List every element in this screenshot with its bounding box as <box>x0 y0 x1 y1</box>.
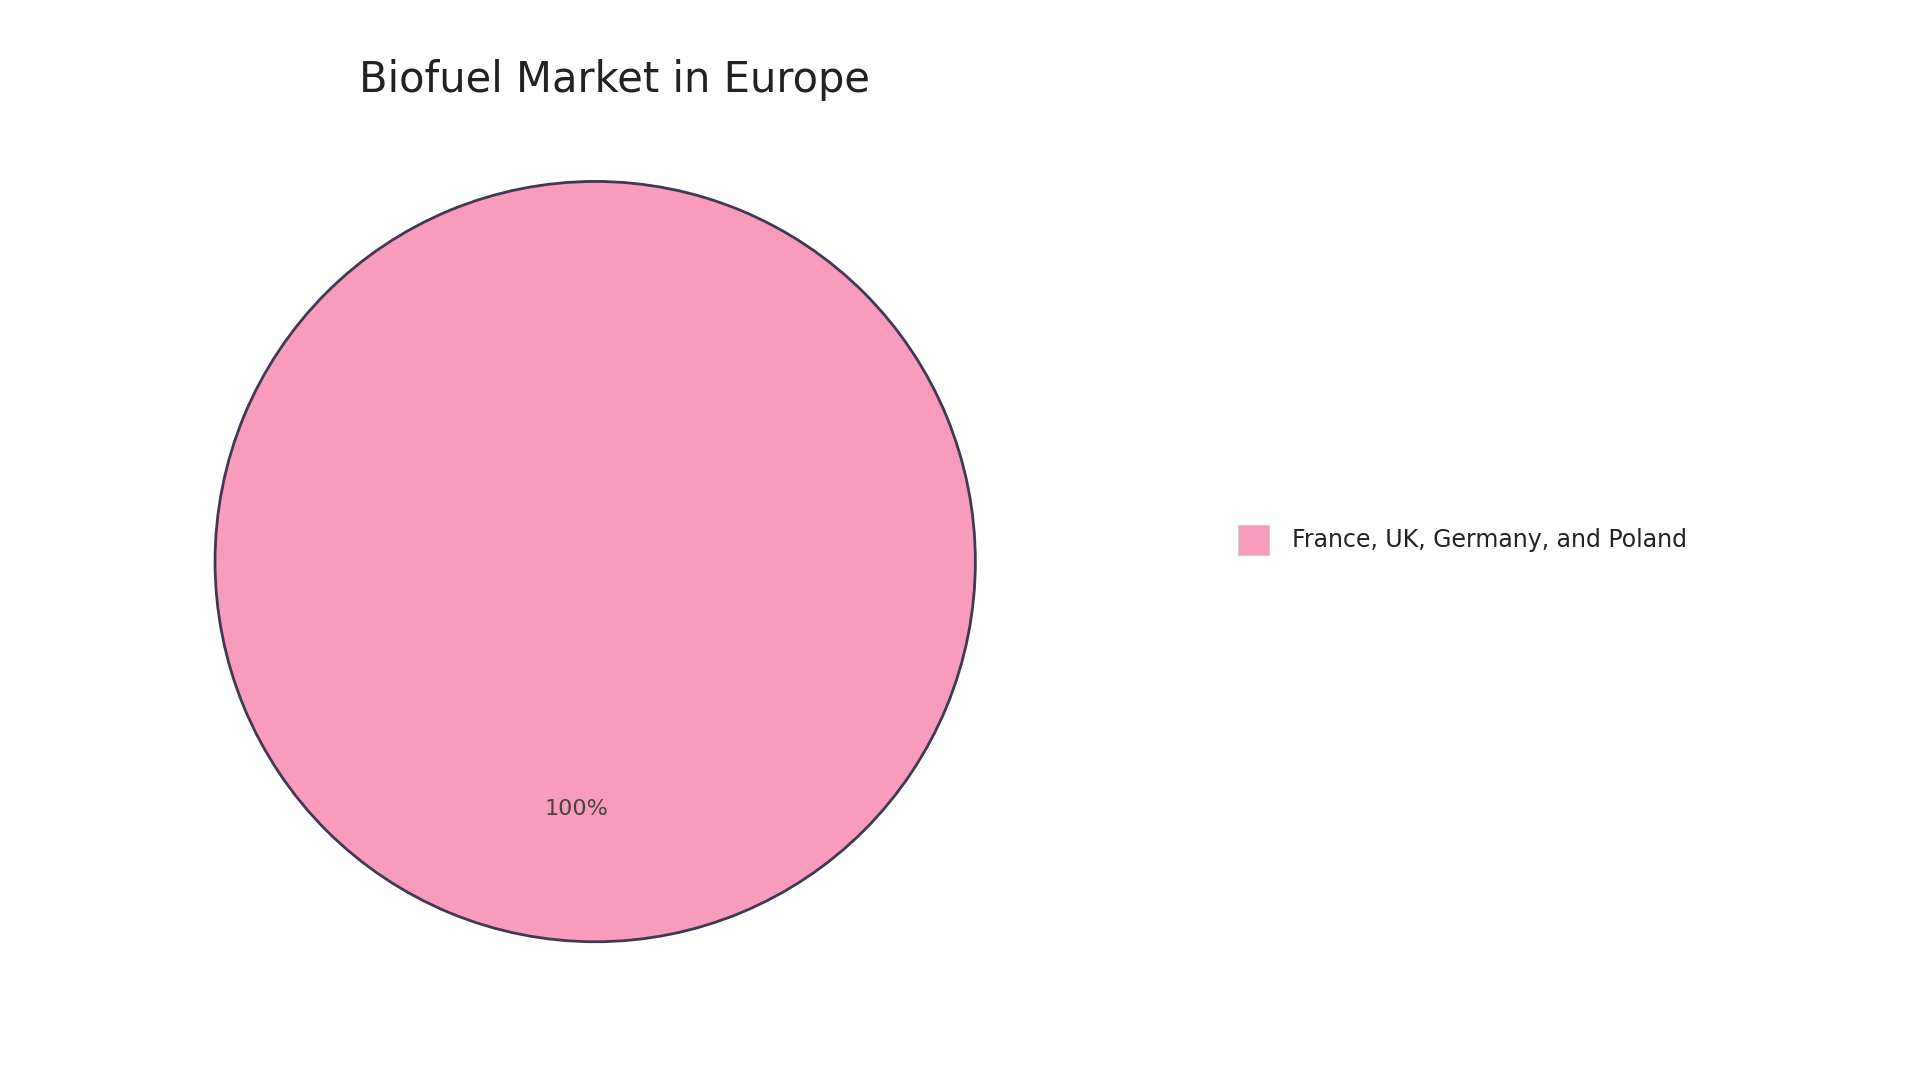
Text: Biofuel Market in Europe: Biofuel Market in Europe <box>359 59 870 102</box>
Text: France, UK, Germany, and Poland: France, UK, Germany, and Poland <box>1292 528 1686 552</box>
Wedge shape <box>215 181 975 942</box>
Text: 100%: 100% <box>543 799 609 819</box>
